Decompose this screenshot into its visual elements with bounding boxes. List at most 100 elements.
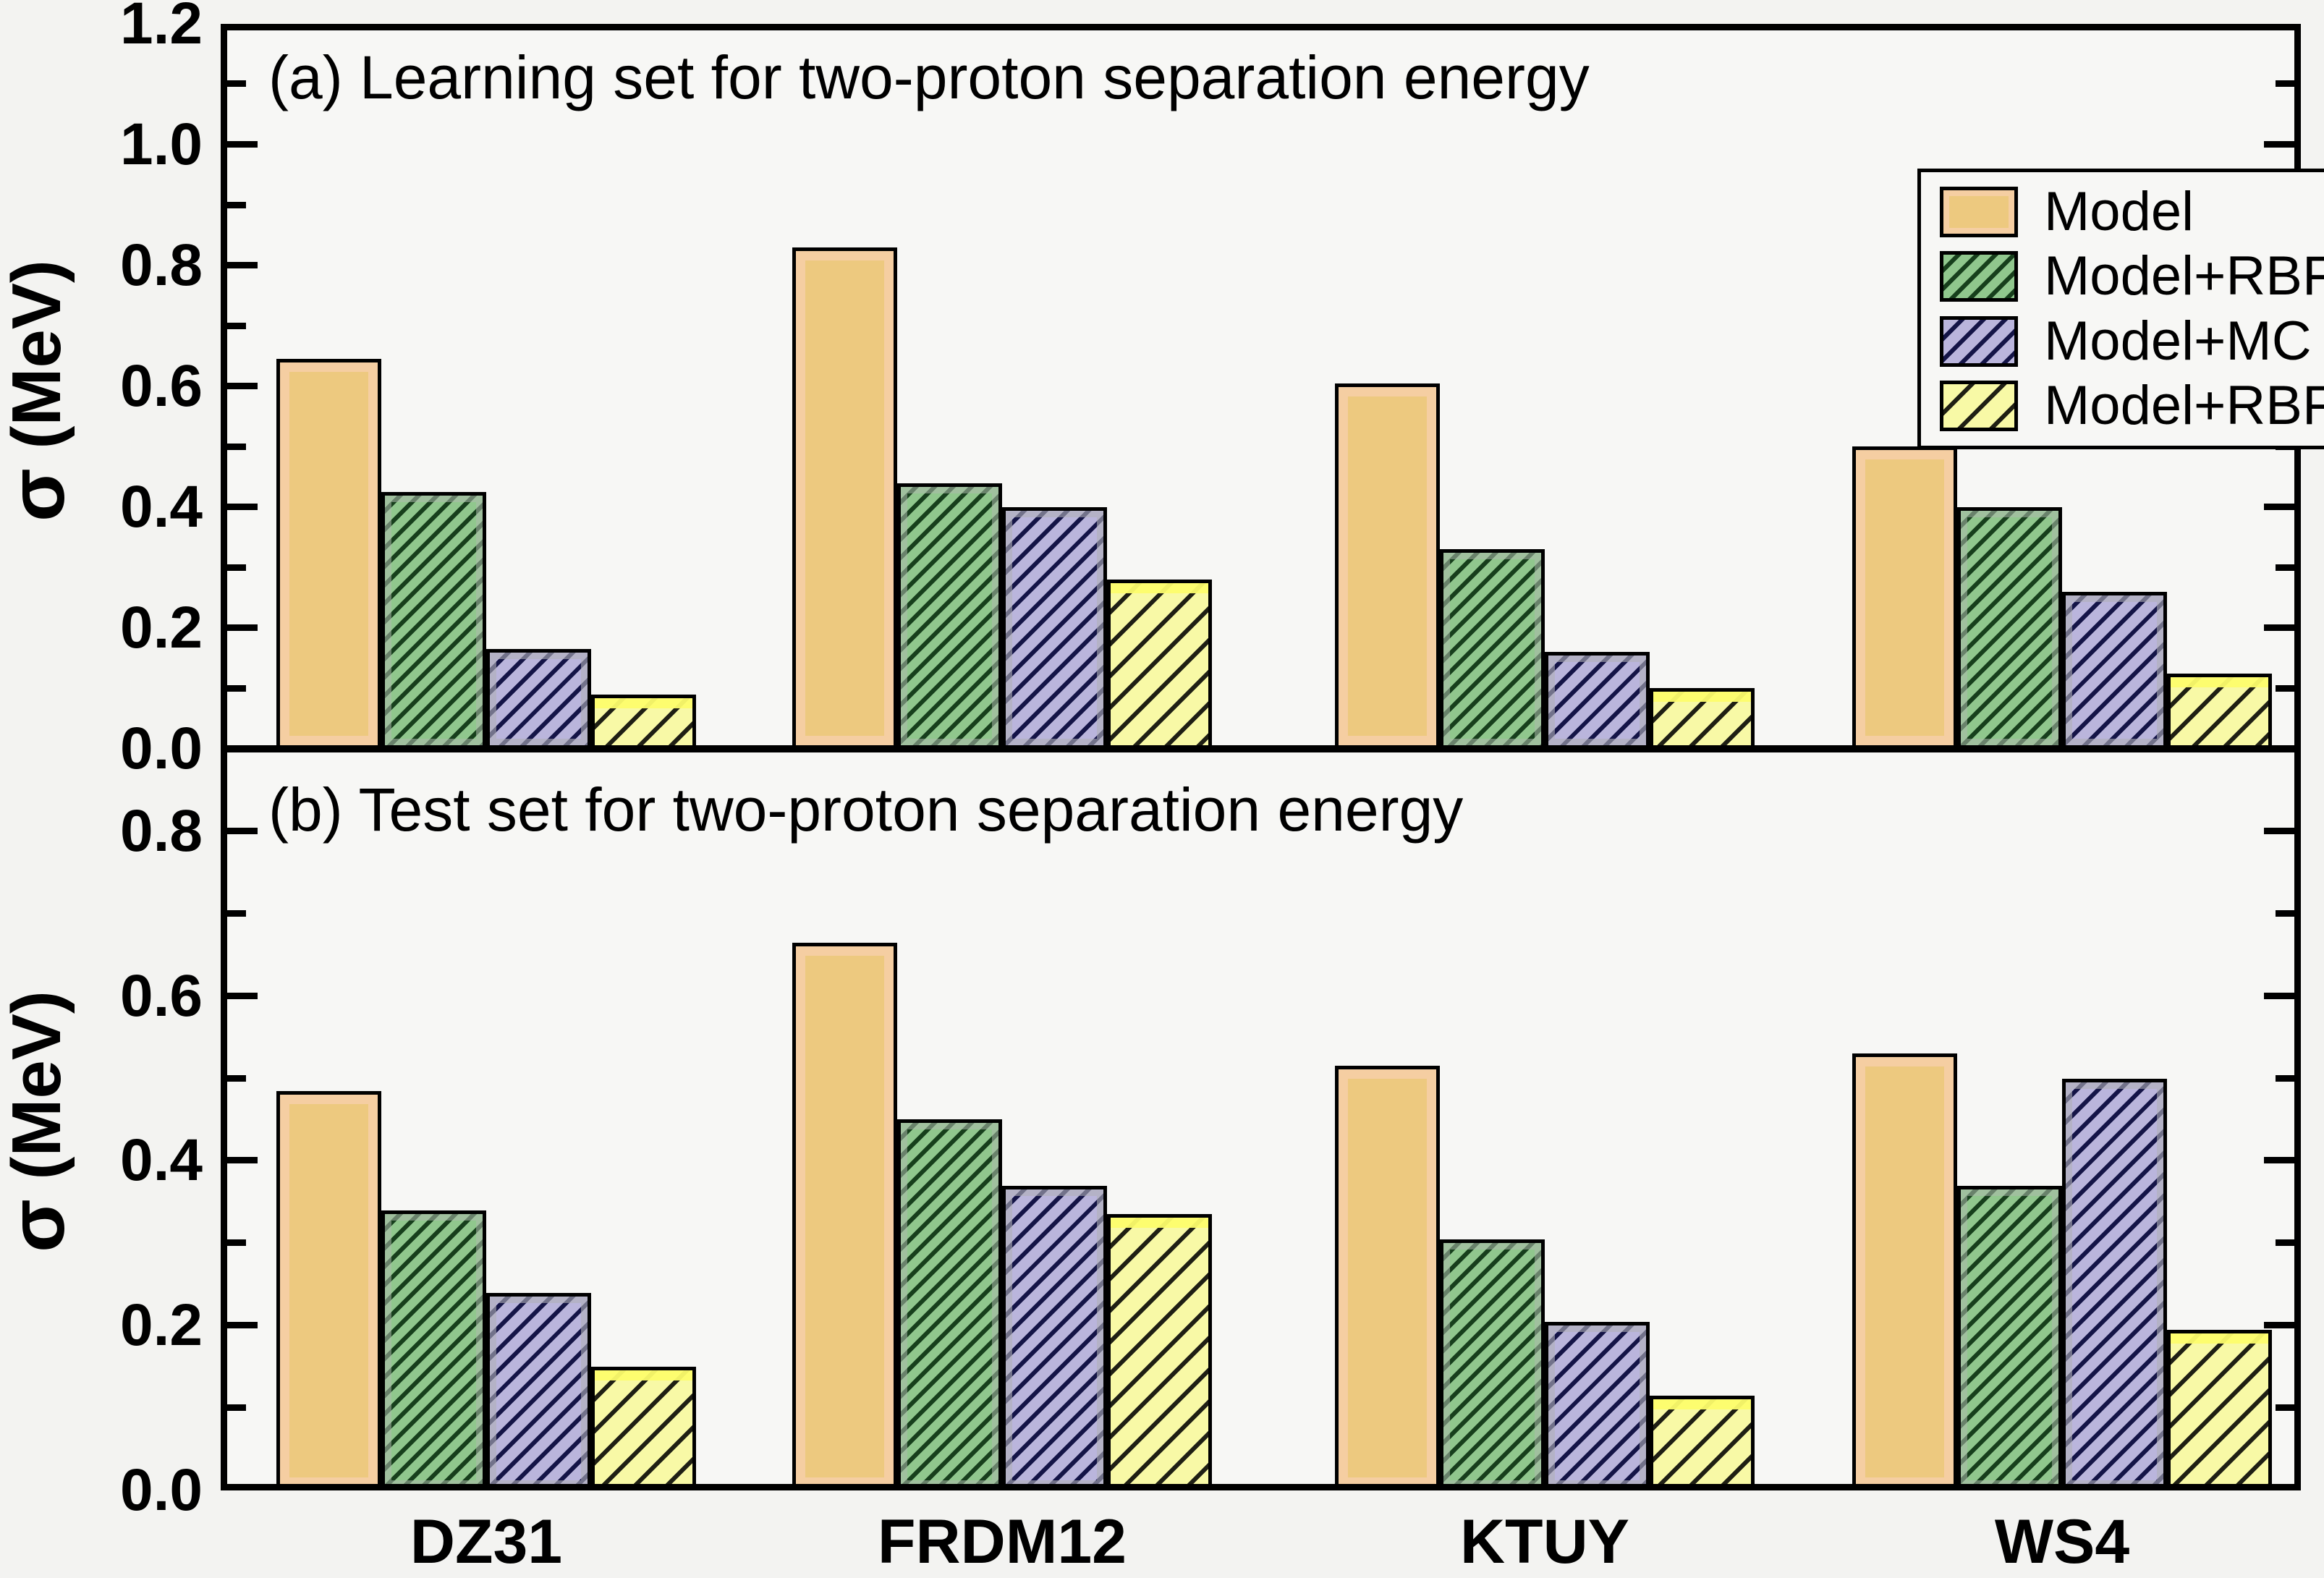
y-tick-label-b-0.2: 0.2 — [120, 1292, 203, 1358]
bar-b-KTUY-Model — [1335, 1066, 1440, 1490]
y-axis-tick — [227, 80, 246, 87]
bar-b-WS4-Model+RBF — [1957, 1186, 2062, 1490]
panel-b-title: (b) Test set for two-proton separation e… — [268, 776, 1464, 844]
bar-a-DZ31-Model+MC — [486, 649, 591, 749]
legend-label-Model+MC: Model+MC — [2044, 310, 2312, 372]
bar-a-KTUY-Model+RBF — [1440, 549, 1545, 749]
y-tick-label-a-0.6: 0.6 — [120, 353, 203, 419]
y-axis-tick — [2276, 80, 2294, 87]
bar-b-DZ31-Model — [276, 1091, 381, 1490]
legend-item-Model+MC: Model+MC — [1940, 312, 2324, 371]
y-axis-tick — [227, 1322, 258, 1328]
y-axis-tick — [2264, 141, 2294, 148]
bottom-spine — [221, 1484, 2301, 1490]
bar-b-KTUY-Model+RBF — [1440, 1239, 1545, 1490]
bar-a-KTUY-Model — [1335, 383, 1440, 749]
y-axis-tick — [2276, 564, 2294, 571]
bar-b-KTUY-Model+MC — [1545, 1322, 1650, 1490]
bar-b-WS4-Model — [1852, 1053, 1957, 1490]
y-axis-tick — [2264, 504, 2294, 510]
bar-a-WS4-Model+RBF — [1957, 507, 2062, 749]
bar-a-WS4-Model — [1852, 446, 1957, 749]
bar-a-DZ31-Model+RBFms — [591, 695, 696, 749]
x-category-label-DZ31: DZ31 — [410, 1507, 563, 1577]
bar-b-FRDM12-Model+RBFms — [1107, 1214, 1212, 1490]
legend-swatch-Model+RBF — [1940, 251, 2018, 302]
y-axis-tick — [2276, 1075, 2294, 1082]
bar-a-FRDM12-Model+RBF — [897, 483, 1002, 749]
x-category-label-WS4: WS4 — [1994, 1507, 2130, 1577]
bar-b-DZ31-Model+MC — [486, 1293, 591, 1490]
panel-a-title: (a) Learning set for two-proton separati… — [268, 43, 1590, 111]
y-axis-tick — [227, 564, 246, 571]
x-category-label-KTUY: KTUY — [1459, 1507, 1630, 1577]
y-tick-label-a-1.2: 1.2 — [120, 0, 203, 56]
legend-label-Model+RBFms: Model+RBFms — [2044, 375, 2324, 437]
y-tick-label-b-0.6: 0.6 — [120, 963, 203, 1029]
y-axis-tick — [227, 828, 258, 834]
y-axis-tick — [227, 383, 258, 389]
y-axis-tick — [227, 444, 246, 450]
legend-swatch-Model+RBFms — [1940, 381, 2018, 432]
y-axis-tick — [227, 910, 246, 917]
legend-item-Model+RBFms: Model+RBFms — [1940, 376, 2324, 436]
y-axis-tick — [2276, 1239, 2294, 1246]
bar-a-WS4-Model+MC — [2062, 592, 2167, 749]
legend-swatch-Model — [1940, 186, 2018, 237]
y-tick-label-a-0.0: 0.0 — [120, 716, 203, 781]
y-tick-label-b-0.8: 0.8 — [120, 798, 203, 864]
y-axis-tick — [227, 1157, 258, 1163]
legend-item-Model+RBF: Model+RBF — [1940, 247, 2324, 306]
bar-a-KTUY-Model+RBFms — [1650, 688, 1755, 749]
bar-a-FRDM12-Model+RBFms — [1107, 580, 1212, 749]
y-axis-tick — [227, 262, 258, 268]
y-tick-label-a-0.4: 0.4 — [120, 474, 203, 540]
bar-a-KTUY-Model+MC — [1545, 652, 1650, 749]
plot-area: (a) Learning set for two-proton separati… — [221, 24, 2324, 1490]
y-axis-tick — [227, 504, 258, 510]
bar-b-FRDM12-Model+MC — [1002, 1186, 1107, 1490]
top-spine — [221, 24, 2301, 30]
x-category-label-FRDM12: FRDM12 — [877, 1507, 1127, 1577]
panel-divider — [221, 745, 2301, 752]
bar-b-KTUY-Model+RBFms — [1650, 1396, 1755, 1490]
legend-label-Model+RBF: Model+RBF — [2044, 245, 2324, 307]
bar-b-FRDM12-Model+RBF — [897, 1119, 1002, 1490]
y-axis-tick — [227, 1404, 246, 1411]
y-tick-label-b-0.0: 0.0 — [120, 1457, 203, 1523]
y-axis-tick — [227, 141, 258, 148]
y-axis-tick — [2264, 1322, 2294, 1328]
y-tick-label-a-0.2: 0.2 — [120, 595, 203, 661]
legend-label-Model: Model — [2044, 180, 2194, 242]
bar-b-DZ31-Model+RBF — [381, 1210, 486, 1490]
y-tick-label-a-0.8: 0.8 — [120, 232, 203, 298]
y-axis-tick — [2264, 1157, 2294, 1163]
y-tick-label-a-1.0: 1.0 — [120, 111, 203, 177]
legend-item-Model: Model — [1940, 182, 2324, 242]
y-axis-tick — [227, 624, 258, 631]
y-axis-tick — [227, 1239, 246, 1246]
y-axis-tick — [227, 685, 246, 692]
bar-a-FRDM12-Model — [792, 247, 897, 749]
bar-b-FRDM12-Model — [792, 943, 897, 1490]
bar-b-DZ31-Model+RBFms — [591, 1367, 696, 1490]
bar-a-FRDM12-Model+MC — [1002, 507, 1107, 749]
y-axis-tick — [227, 202, 246, 208]
y-axis-tick — [227, 1075, 246, 1082]
y-axis-tick — [227, 323, 246, 329]
y-axis-tick — [2264, 624, 2294, 631]
y-axis-tick — [2276, 685, 2294, 692]
y-axis-tick — [227, 993, 258, 999]
bar-b-WS4-Model+RBFms — [2167, 1330, 2272, 1490]
y-axis-tick — [2276, 910, 2294, 917]
bar-a-DZ31-Model+RBF — [381, 492, 486, 749]
left-spine — [221, 24, 227, 1490]
bar-b-WS4-Model+MC — [2062, 1079, 2167, 1490]
y-tick-label-b-0.4: 0.4 — [120, 1127, 203, 1193]
y-axis-tick — [2264, 828, 2294, 834]
legend-swatch-Model+MC — [1940, 315, 2018, 367]
right-spine — [2294, 24, 2301, 1490]
bar-a-DZ31-Model — [276, 359, 381, 749]
